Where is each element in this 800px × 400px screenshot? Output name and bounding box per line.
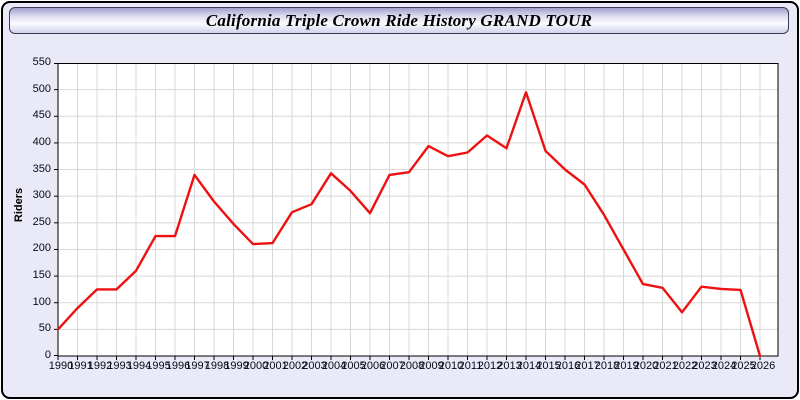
x-tick-label: 2023 (692, 360, 717, 372)
y-tick-label: 50 (38, 322, 51, 335)
x-tick-label: 1992 (87, 360, 113, 372)
x-tick-label: 1991 (68, 360, 93, 372)
x-tick-label: 2003 (302, 360, 327, 372)
y-tick-label: 100 (32, 295, 51, 308)
x-tick-label: 2011 (458, 360, 483, 372)
x-tick-label: 2000 (243, 360, 269, 372)
y-tick-label: 250 (32, 215, 51, 228)
y-tick-label: 400 (32, 135, 51, 148)
x-tick-label: 2017 (575, 360, 600, 372)
chart-title: California Triple Crown Ride History GRA… (205, 10, 593, 30)
x-tick-label: 2010 (438, 360, 464, 372)
x-tick-label: 2015 (536, 360, 561, 372)
x-tick-label: 2005 (341, 360, 366, 372)
x-tick-label: 2006 (360, 360, 386, 372)
title-bar: California Triple Crown Ride History GRA… (9, 7, 789, 34)
y-tick-label: 300 (32, 189, 51, 202)
x-tick-label: 2025 (731, 360, 756, 372)
x-tick-label: 2020 (633, 360, 659, 372)
x-tick-label: 1993 (107, 360, 132, 372)
x-tick-label: 2007 (380, 360, 405, 372)
x-tick-label: 1996 (165, 360, 191, 372)
y-tick-label: 550 (32, 56, 51, 68)
x-tick-label: 2002 (282, 360, 308, 372)
x-tick-label: 2001 (263, 360, 288, 372)
x-tick-label: 1998 (204, 360, 230, 372)
y-tick-label: 500 (32, 82, 51, 95)
x-tick-label: 1994 (126, 360, 152, 372)
x-tick-label: 2012 (477, 360, 503, 372)
x-tick-label: 2008 (399, 360, 425, 372)
y-tick-label: 450 (32, 109, 51, 122)
y-tick-label: 350 (32, 162, 51, 175)
x-tick-label: 2014 (516, 360, 542, 372)
x-tick-label: 2016 (555, 360, 581, 372)
x-tick-label: 2004 (321, 360, 347, 372)
x-tick-label: 1990 (48, 360, 74, 372)
x-tick-label: 2019 (614, 360, 639, 372)
x-tick-label: 2009 (419, 360, 444, 372)
x-tick-label: 1997 (185, 360, 210, 372)
x-tick-label: 2026 (750, 360, 776, 372)
x-tick-label: 1999 (224, 360, 249, 372)
line-chart (54, 63, 779, 360)
y-tick-label: 200 (32, 242, 51, 255)
x-tick-label: 2024 (711, 360, 737, 372)
y-tick-label: 150 (32, 269, 51, 282)
x-tick-label: 2022 (672, 360, 698, 372)
x-tick-label: 1995 (146, 360, 171, 372)
y-tick-label: 0 (44, 349, 51, 361)
x-tick-label: 2021 (653, 360, 678, 372)
x-tick-label: 2013 (497, 360, 522, 372)
x-tick-label: 2018 (594, 360, 620, 372)
